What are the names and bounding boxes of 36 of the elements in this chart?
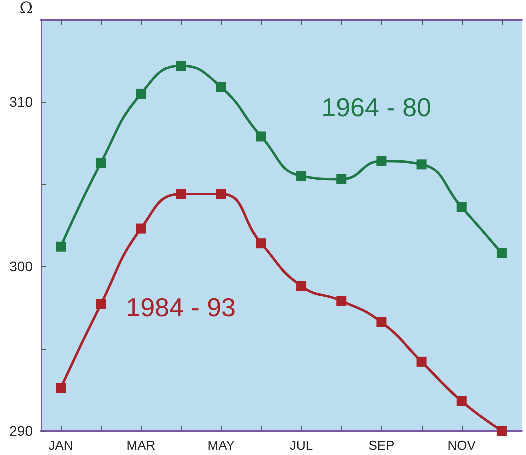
point	[96, 299, 106, 310]
point	[216, 189, 226, 200]
point	[56, 242, 66, 252]
x-tick-label: JAN	[48, 438, 74, 453]
point	[56, 383, 66, 394]
point	[216, 82, 226, 92]
point	[416, 160, 427, 170]
point	[136, 88, 146, 99]
x-tick-label: MAY	[208, 438, 236, 453]
point	[336, 174, 347, 184]
point	[256, 132, 266, 142]
point	[416, 356, 427, 367]
y-tick-label: 300	[10, 258, 34, 275]
x-tick-label: SEP	[368, 438, 395, 453]
x-tick-label: MAR	[126, 438, 156, 453]
x-tick-label: NOV	[448, 438, 476, 453]
point	[496, 248, 507, 258]
point	[176, 61, 186, 72]
point	[456, 202, 467, 212]
y-tick-label: 290	[10, 423, 34, 439]
series-label: 1964 - 80	[322, 92, 432, 122]
y-axis-title: Ω	[20, 0, 33, 18]
x-tick-label: JUL	[290, 438, 314, 453]
point	[456, 396, 467, 406]
point	[376, 156, 387, 166]
y-tick-label: 310	[10, 94, 34, 110]
point	[256, 238, 266, 249]
point	[96, 158, 106, 168]
point	[136, 224, 146, 234]
point	[496, 426, 507, 436]
point	[296, 281, 307, 292]
point	[376, 317, 387, 328]
point	[336, 296, 347, 306]
series-label: 1984 - 93	[126, 292, 236, 322]
point	[296, 171, 307, 182]
point	[176, 189, 186, 200]
